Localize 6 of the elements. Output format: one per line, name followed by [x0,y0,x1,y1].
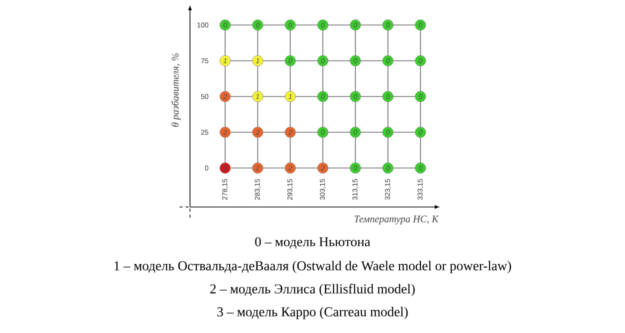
text: 0 – модель Ньютона [255,237,370,249]
y-axis-title: θ разбавителя, % [171,53,181,127]
text: 1 – модель Оствальда-деВааля (Ostwald de Waele model or power-law) [114,260,512,274]
text: 2 – модель Эллиса (Ellisfluid model) [210,284,415,296]
x-axis-title: Температура НС, К [354,216,439,224]
text: 3 – модель Карро (Carreau model) [217,306,408,320]
